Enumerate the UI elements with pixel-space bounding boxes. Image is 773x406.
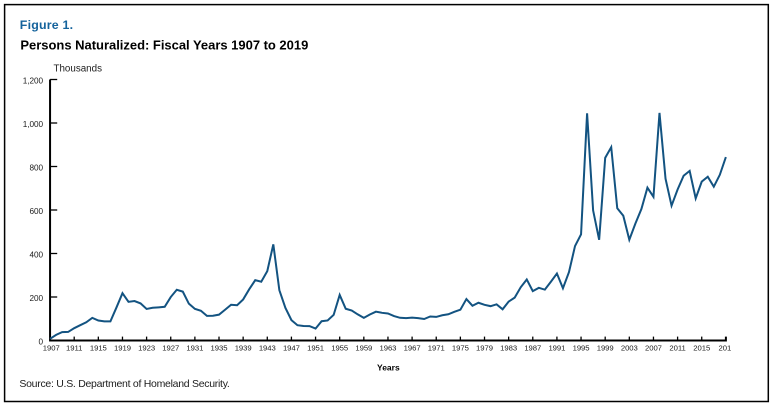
svg-text:200: 200 [29, 294, 43, 303]
svg-text:2007: 2007 [645, 344, 662, 353]
svg-text:800: 800 [29, 164, 43, 173]
svg-text:Figure 1.: Figure 1. [20, 18, 73, 32]
svg-text:1951: 1951 [307, 344, 324, 353]
svg-text:1971: 1971 [428, 344, 445, 353]
svg-text:1907: 1907 [43, 344, 60, 353]
svg-text:1959: 1959 [355, 344, 372, 353]
svg-text:1935: 1935 [211, 344, 228, 353]
svg-text:Persons Naturalized: Fiscal Ye: Persons Naturalized: Fiscal Years 1907 t… [20, 37, 308, 52]
svg-text:Source: U.S. Department of Hom: Source: U.S. Department of Homeland Secu… [19, 378, 229, 390]
svg-text:1947: 1947 [283, 344, 300, 353]
svg-text:1911: 1911 [66, 344, 82, 353]
svg-text:1931: 1931 [186, 344, 203, 353]
svg-text:1943: 1943 [259, 344, 276, 353]
svg-text:0: 0 [38, 338, 43, 347]
svg-text:400: 400 [29, 251, 43, 260]
svg-text:1979: 1979 [476, 344, 493, 353]
svg-text:600: 600 [29, 207, 43, 216]
svg-text:1955: 1955 [331, 344, 348, 353]
svg-text:1963: 1963 [380, 344, 397, 353]
svg-text:1975: 1975 [452, 344, 469, 353]
svg-text:1987: 1987 [524, 344, 541, 353]
svg-text:1,200: 1,200 [23, 77, 44, 86]
svg-text:1927: 1927 [162, 344, 179, 353]
svg-text:1967: 1967 [404, 344, 421, 353]
svg-text:1939: 1939 [235, 344, 252, 353]
svg-text:Years: Years [377, 363, 400, 373]
svg-text:1991: 1991 [548, 344, 565, 353]
svg-text:1923: 1923 [138, 344, 155, 353]
svg-text:1999: 1999 [597, 344, 614, 353]
svg-text:2011: 2011 [669, 344, 685, 353]
svg-text:2015: 2015 [693, 344, 710, 353]
svg-text:1915: 1915 [90, 344, 107, 353]
svg-text:Thousands: Thousands [54, 64, 103, 75]
svg-text:1919: 1919 [114, 344, 131, 353]
svg-text:201: 201 [719, 344, 732, 353]
svg-text:2003: 2003 [621, 344, 638, 353]
svg-text:1995: 1995 [573, 344, 590, 353]
svg-text:1,000: 1,000 [23, 120, 44, 129]
svg-text:1983: 1983 [500, 344, 517, 353]
